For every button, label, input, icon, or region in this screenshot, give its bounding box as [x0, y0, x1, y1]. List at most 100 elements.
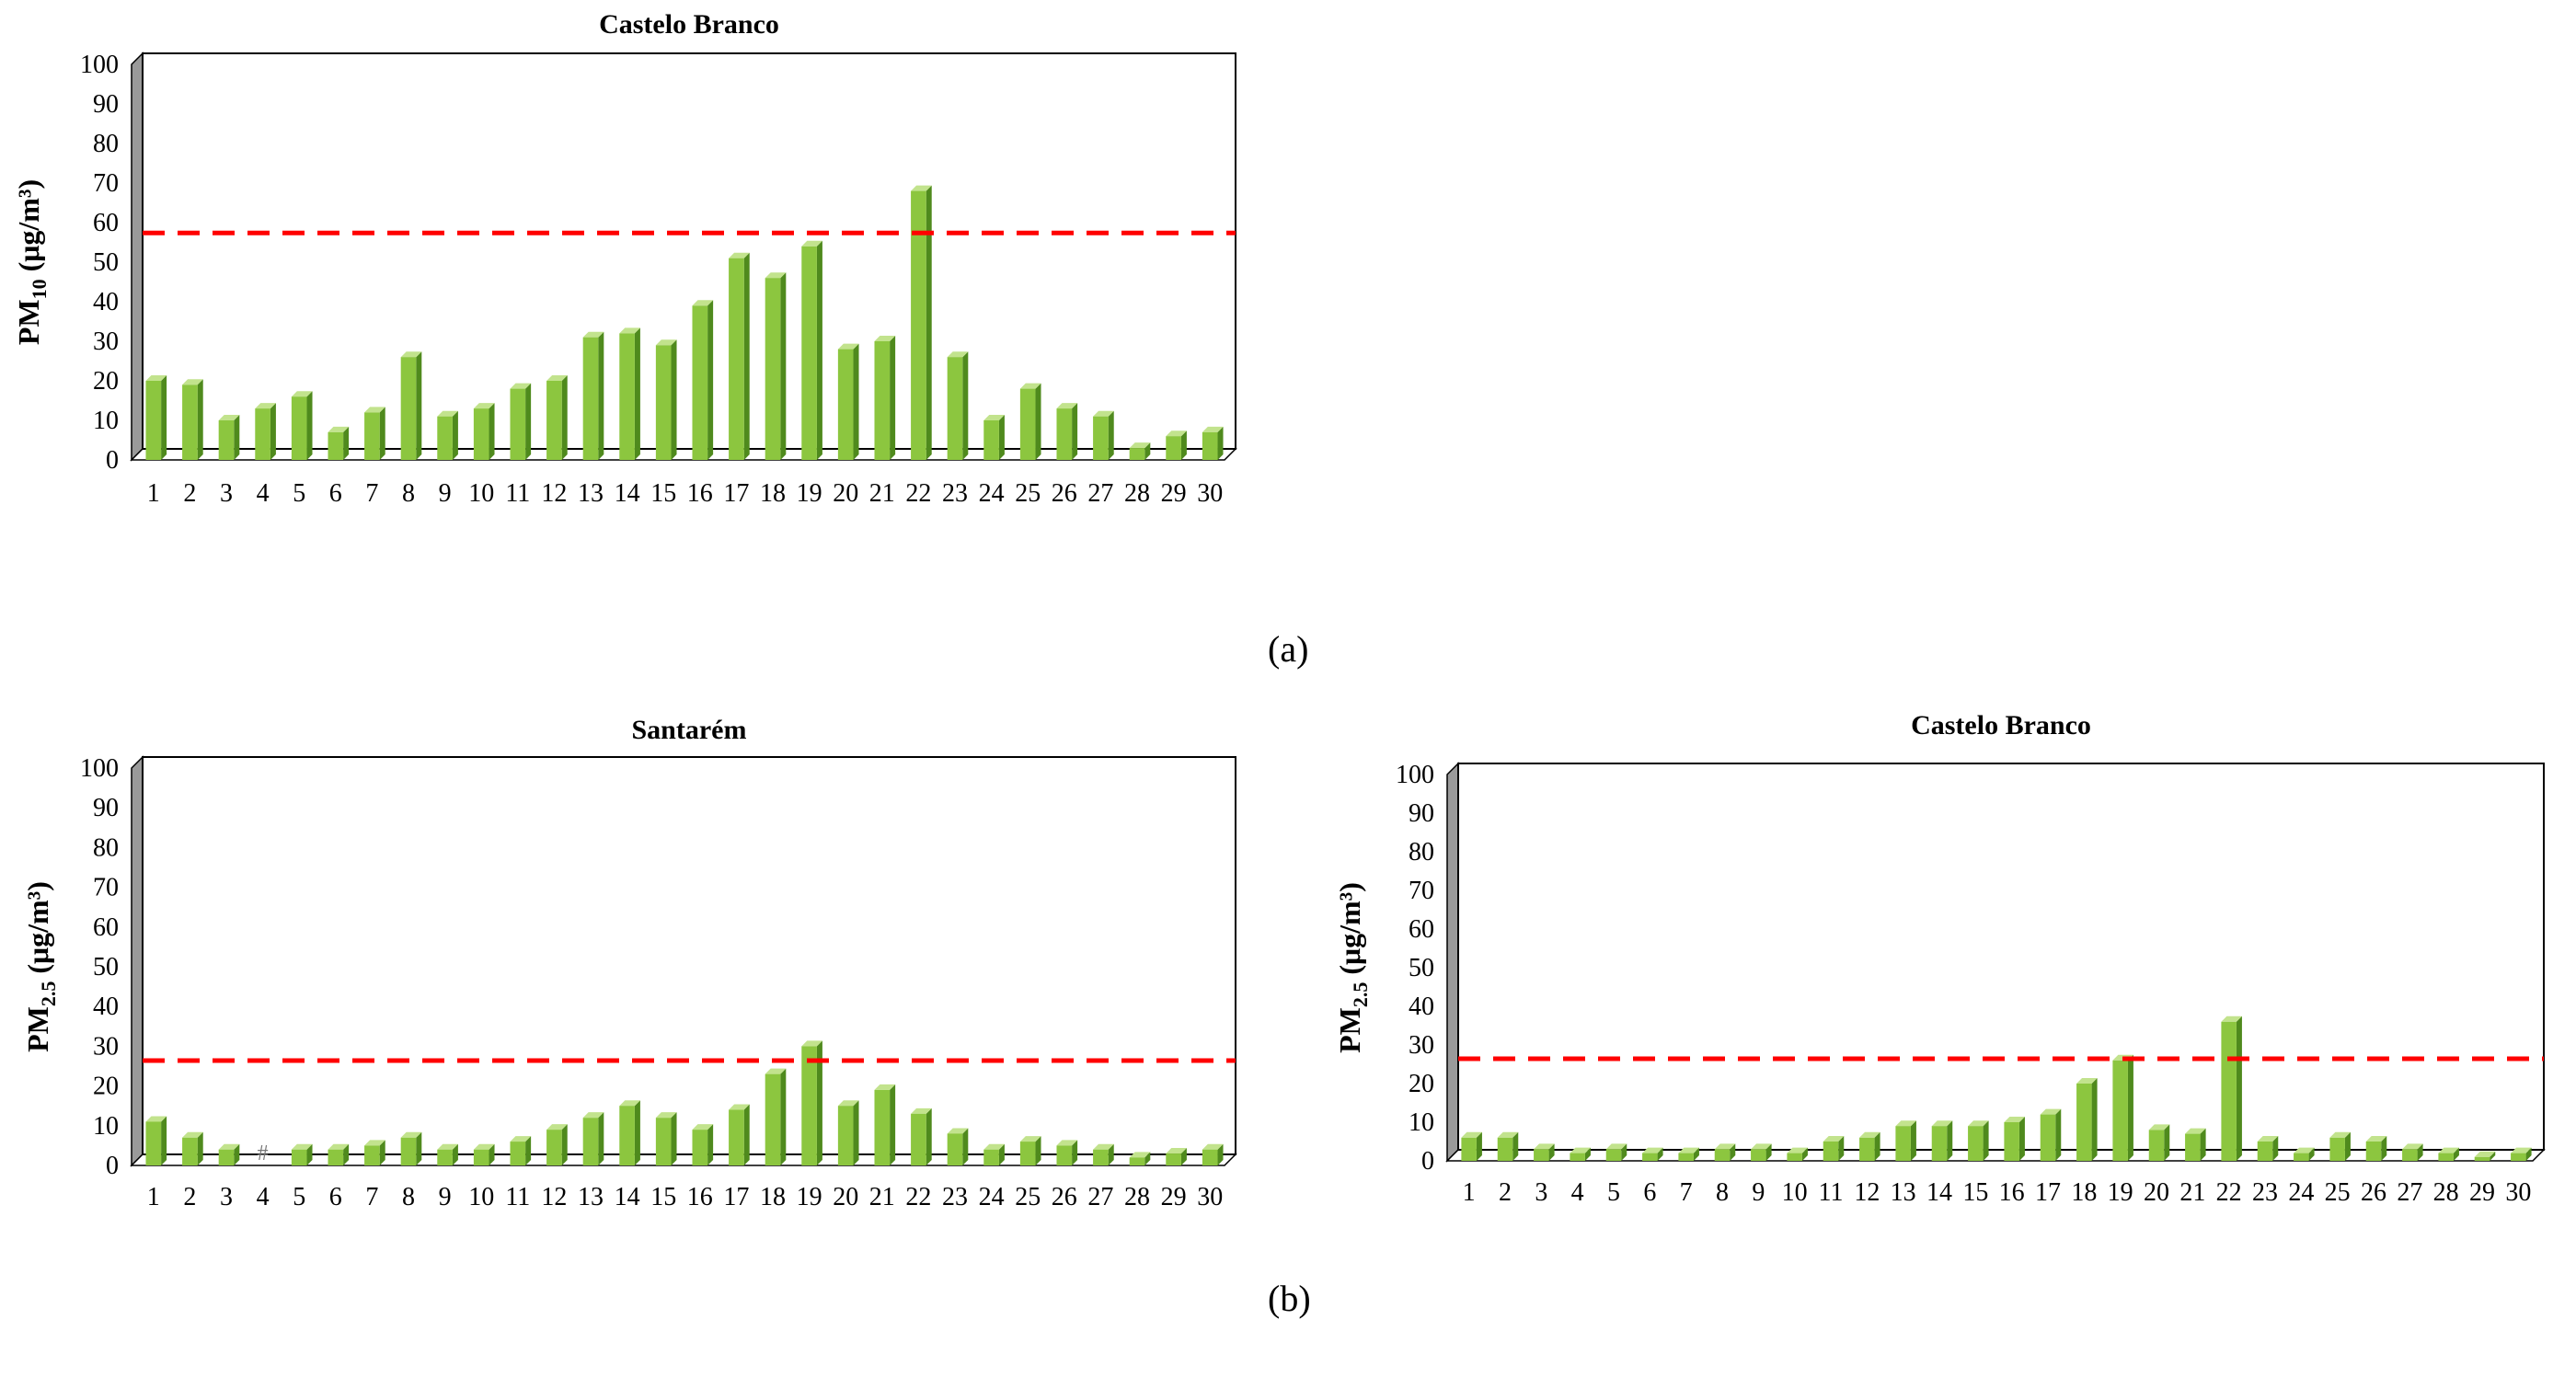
y-tick-label: 90	[93, 90, 119, 119]
bar	[2365, 1142, 2382, 1161]
bar-top	[2076, 1078, 2098, 1084]
bar-side	[2091, 1078, 2098, 1161]
x-tick-label: 30	[1197, 479, 1223, 508]
x-tick-label: 1	[147, 1183, 160, 1211]
bar	[947, 357, 963, 460]
bar-top	[2329, 1131, 2351, 1138]
plot-frame	[142, 756, 1236, 1155]
chart-wall	[1446, 762, 1459, 1163]
x-tick-label: 13	[578, 1183, 604, 1211]
x-tick-label: 28	[1124, 479, 1150, 508]
bar-side	[2018, 1117, 2025, 1161]
bar-side	[1144, 1152, 1151, 1165]
bar	[983, 420, 999, 460]
bar-top	[2004, 1117, 2025, 1122]
bar-side	[707, 1124, 714, 1165]
x-tick-label: 6	[1643, 1178, 1656, 1207]
y-tick-label: 30	[1409, 1031, 1434, 1060]
x-tick-label: 14	[615, 1183, 640, 1211]
bar-side	[890, 1084, 896, 1165]
bar-top	[655, 1112, 677, 1119]
bar	[1093, 1149, 1109, 1165]
bar-top	[582, 1112, 604, 1119]
bar-top	[145, 1116, 167, 1122]
bar	[1202, 1149, 1218, 1165]
bar	[801, 1046, 817, 1165]
bar-top	[2040, 1108, 2062, 1115]
y-tick-label: 50	[93, 953, 119, 981]
bar	[1605, 1149, 1622, 1161]
bar-top	[1968, 1120, 1989, 1127]
y-axis-label-sub: 2.5	[1349, 982, 1372, 1008]
bar-side	[1730, 1143, 1736, 1161]
y-tick-label: 90	[93, 794, 119, 822]
bar	[983, 1149, 999, 1165]
bar-side	[671, 1112, 677, 1165]
x-tick-label: 15	[1962, 1178, 1988, 1207]
bar-side	[780, 1068, 787, 1165]
x-tick-label: 30	[2505, 1178, 2531, 1207]
bar-top	[983, 415, 1005, 420]
bar-top	[218, 1143, 240, 1150]
y-axis-label-unit: (μg/m³)	[12, 179, 45, 280]
bar-side	[1765, 1143, 1772, 1161]
x-tick-label: 27	[2397, 1178, 2422, 1207]
bar	[2185, 1133, 2201, 1161]
bar-top	[182, 1131, 203, 1138]
x-tick-label: 26	[1052, 479, 1077, 508]
bar	[1019, 1142, 1036, 1165]
bar-side	[2272, 1136, 2279, 1161]
x-tick-label: 14	[615, 479, 640, 508]
bar	[1166, 436, 1181, 460]
bar-top	[2294, 1147, 2315, 1153]
bar-top	[2438, 1147, 2459, 1153]
y-axis-label-unit: (μg/m³)	[1333, 882, 1366, 982]
x-tick-label: 11	[1819, 1178, 1844, 1207]
bar-side	[234, 415, 240, 460]
bar	[2474, 1156, 2490, 1161]
bar-side	[1476, 1131, 1482, 1161]
y-tick-label: 60	[93, 209, 119, 237]
x-tick-label: 16	[1999, 1178, 2025, 1207]
bar	[2076, 1084, 2092, 1161]
bar-top	[765, 272, 787, 279]
bar-side	[2236, 1016, 2242, 1161]
bar	[1166, 1153, 1181, 1165]
bar-top	[437, 1143, 458, 1150]
bar-side	[161, 375, 167, 460]
bar-side	[1180, 430, 1187, 460]
y-tick-label: 100	[80, 754, 119, 783]
bar-top	[2365, 1136, 2387, 1142]
x-tick-label: 13	[578, 479, 604, 508]
x-tick-label: 8	[402, 1183, 415, 1211]
bar-side	[525, 383, 532, 460]
bar	[1497, 1137, 1513, 1161]
bar	[437, 416, 453, 460]
bar	[2438, 1153, 2454, 1161]
bar-top	[182, 379, 203, 385]
x-tick-label: 29	[2469, 1178, 2495, 1207]
x-tick-label: 26	[1052, 1183, 1077, 1211]
bar	[1202, 431, 1218, 460]
bar-top	[947, 1128, 969, 1134]
bar	[1895, 1126, 1911, 1161]
bar-side	[1072, 403, 1078, 460]
y-tick-label: 80	[1409, 838, 1434, 866]
bar-side	[926, 185, 932, 460]
bar-top	[837, 1100, 859, 1107]
bar-top	[983, 1143, 1005, 1150]
bar-side	[343, 1143, 350, 1165]
bar-top	[2257, 1136, 2279, 1142]
y-tick-label: 70	[93, 874, 119, 902]
bar-side	[743, 252, 750, 460]
bar-side	[1035, 1136, 1041, 1165]
bar	[2402, 1149, 2418, 1161]
bar-side	[998, 1143, 1005, 1165]
x-tick-label: 7	[365, 1183, 378, 1211]
x-tick-label: 11	[505, 1183, 530, 1211]
bar	[729, 258, 744, 460]
bar-side	[561, 1124, 568, 1165]
x-tick-label: 17	[2035, 1178, 2061, 1207]
y-tick-label: 30	[93, 327, 119, 356]
